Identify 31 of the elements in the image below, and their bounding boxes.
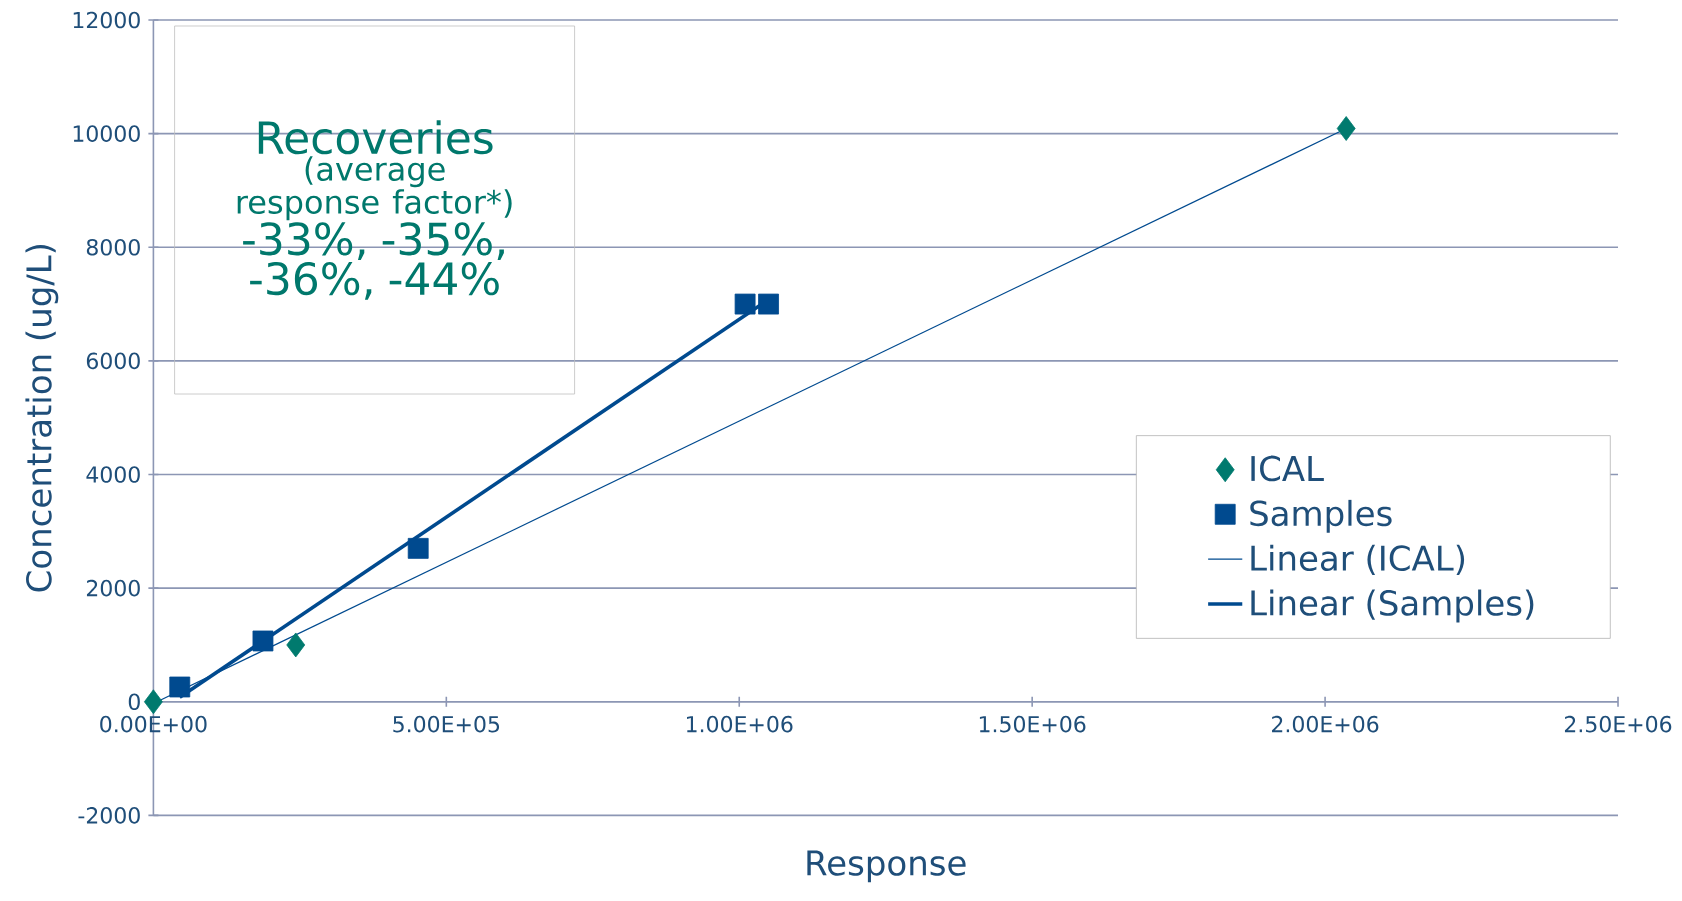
y-tick-label: 12000 — [73, 11, 140, 29]
annotation: (average response factor*) — [237, 156, 512, 221]
x-tick-label: 2.00E+06 — [1272, 715, 1379, 733]
point — [252, 630, 274, 652]
point — [407, 537, 429, 559]
y-axis-title: Concentration (ug/L) — [25, 244, 59, 592]
point — [758, 293, 779, 315]
legend-label: ICAL — [1251, 455, 1324, 482]
point — [169, 676, 191, 698]
y-tick-label: 8000 — [86, 238, 140, 256]
legend-label: Samples — [1250, 499, 1392, 533]
point — [1336, 116, 1356, 141]
y-tick-label: 4000 — [86, 466, 140, 483]
y-tick-label: 2000 — [86, 579, 140, 597]
y-tick-label: 10000 — [73, 125, 140, 142]
annotation: -33%, -35%, -36%, -44% — [243, 222, 504, 300]
annotation: Recoveries — [258, 120, 493, 155]
legend-label: Linear (Samples) — [1251, 589, 1534, 623]
x-tick-label: 5.00E+05 — [393, 715, 500, 733]
x-axis-title: Response — [807, 850, 966, 883]
legend-label: Linear (ICAL) — [1251, 544, 1465, 576]
y-tick-label: -2000 — [78, 807, 140, 824]
point — [144, 689, 163, 715]
x-tick-label: 0.00E+00 — [100, 715, 207, 733]
point — [734, 293, 756, 315]
y-tick-label: 6000 — [86, 352, 140, 370]
x-tick-label: 2.50E+06 — [1564, 715, 1672, 733]
x-tick-label: 1.50E+06 — [979, 715, 1086, 733]
point — [286, 632, 306, 658]
y-tick-label: 0 — [128, 693, 140, 711]
x-tick-label: 1.00E+06 — [687, 715, 793, 733]
